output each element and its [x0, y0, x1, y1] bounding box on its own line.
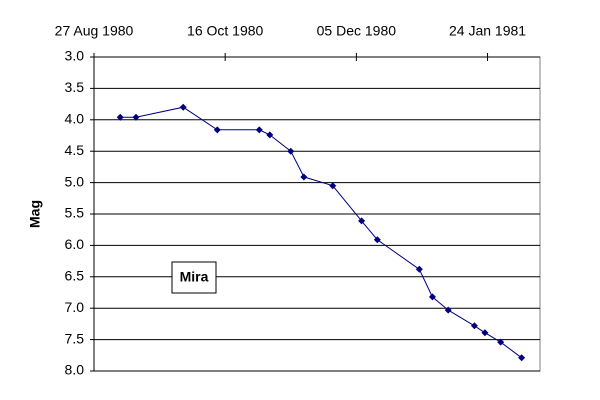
x-tick-label: 24 Jan 1981: [449, 23, 526, 39]
data-point: [428, 293, 436, 301]
data-point: [132, 113, 140, 121]
annotation-box: [171, 261, 217, 294]
y-tick-label: 7.0: [65, 299, 85, 315]
data-point: [481, 329, 489, 337]
y-tick-label: 6.0: [65, 236, 85, 252]
data-point: [373, 236, 381, 244]
data-point: [287, 147, 295, 155]
y-tick-label: 3.5: [65, 79, 85, 95]
series-line: [120, 106, 522, 359]
data-point: [358, 217, 366, 225]
y-axis-label: Mag: [27, 200, 43, 228]
y-tick-label: 3.0: [65, 48, 85, 64]
data-point: [116, 113, 124, 121]
y-tick-label: 5.0: [65, 173, 85, 189]
data-point: [329, 182, 337, 190]
data-point: [255, 126, 263, 134]
x-tick-label: 16 Oct 1980: [187, 23, 263, 39]
x-tick-label: 27 Aug 1980: [55, 23, 134, 39]
annotation: Mira: [180, 269, 209, 285]
y-tick-label: 8.0: [65, 362, 85, 378]
data-point: [518, 354, 526, 362]
data-point: [470, 322, 478, 330]
y-tick-label: 4.5: [65, 142, 85, 158]
y-tick-label: 5.5: [65, 205, 85, 221]
data-point: [266, 131, 274, 139]
x-tick-label: 05 Dec 1980: [317, 23, 397, 39]
data-point: [444, 306, 452, 314]
data-point: [415, 265, 423, 273]
data-point: [497, 338, 505, 346]
data-point: [300, 173, 308, 181]
data-point: [213, 126, 221, 134]
y-tick-label: 4.0: [65, 111, 85, 127]
y-tick-label: 6.5: [65, 268, 85, 284]
y-tick-label: 7.5: [65, 330, 85, 346]
data-point: [179, 103, 187, 111]
